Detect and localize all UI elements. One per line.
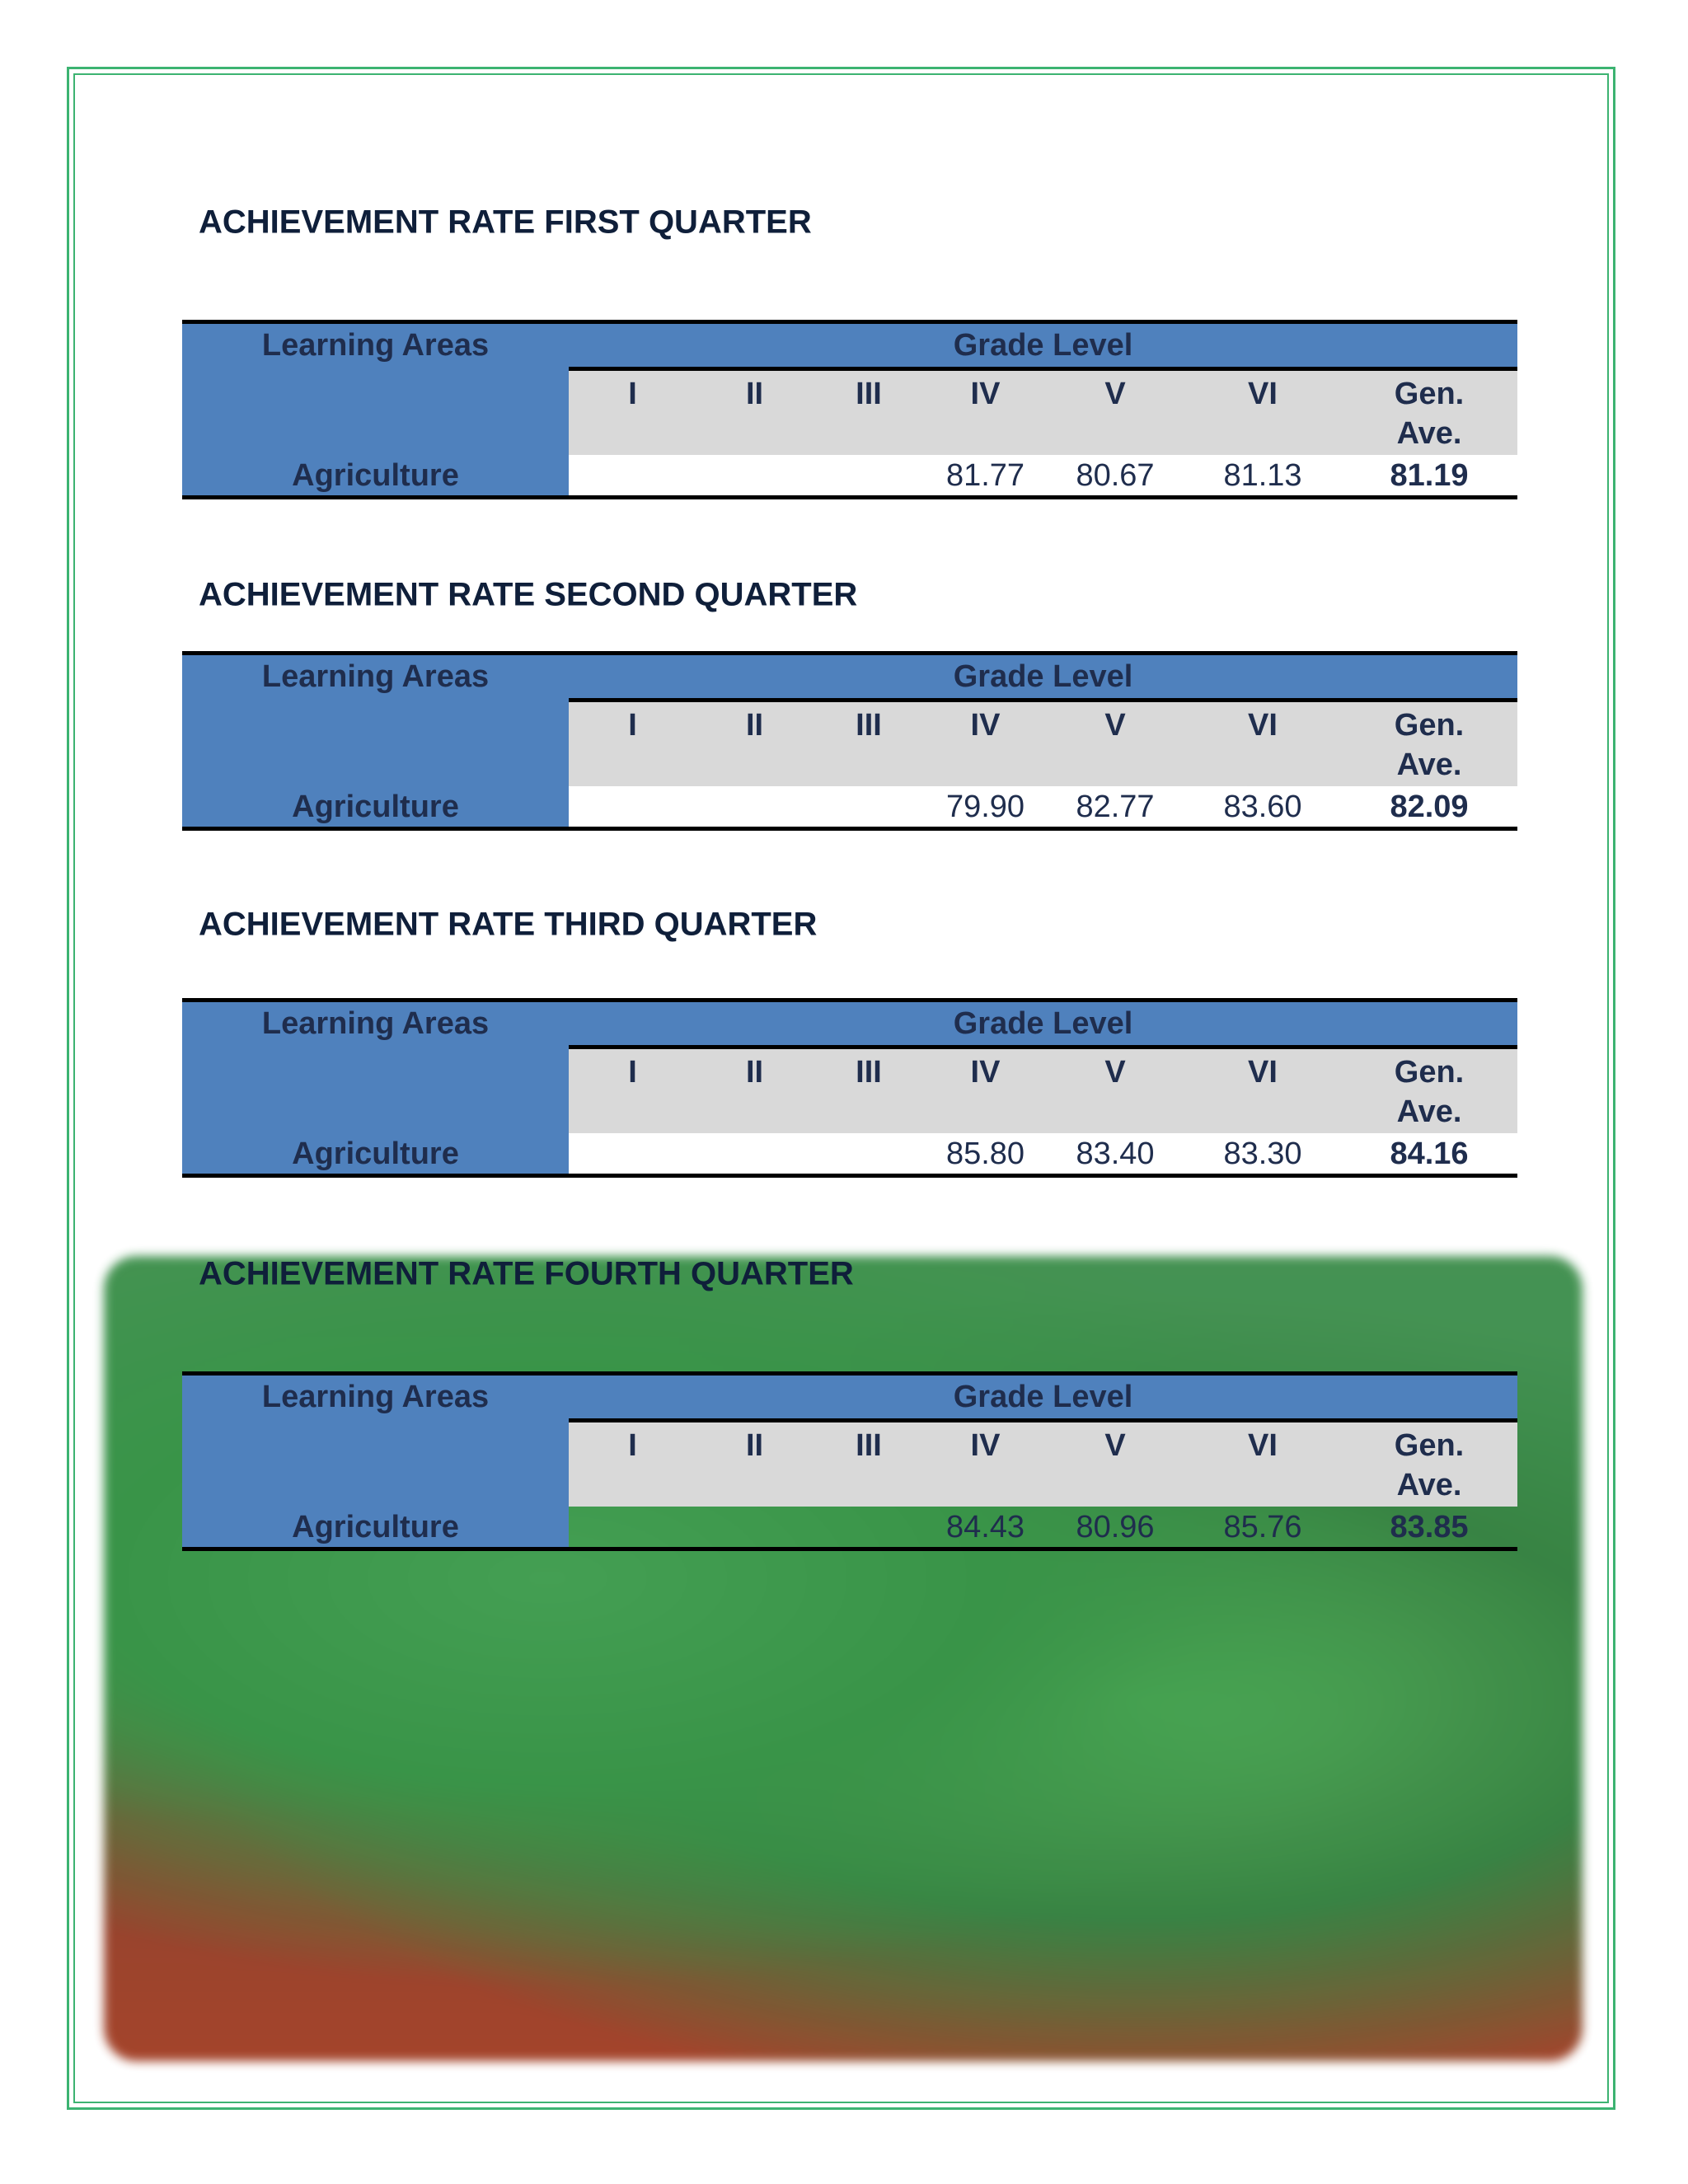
section-title: ACHIEVEMENT RATE SECOND QUARTER — [199, 576, 858, 613]
grade-header: I — [569, 1047, 696, 1133]
area-label: Agriculture — [182, 1507, 569, 1549]
grade-value: 79.90 — [925, 786, 1046, 828]
grade-header: VI — [1184, 369, 1341, 455]
grade-level-header: Grade Level — [569, 1374, 1517, 1421]
grade-value: 82.77 — [1046, 786, 1184, 828]
empty-cell — [813, 455, 925, 497]
grade-header: Gen. Ave. — [1341, 701, 1517, 786]
empty-cell — [696, 1133, 813, 1175]
grade-value: 80.67 — [1046, 455, 1184, 497]
grade-value: 80.96 — [1076, 1510, 1155, 1544]
grade-header: VI — [1184, 701, 1341, 786]
grade-header: V — [1046, 701, 1184, 786]
table-rule — [569, 1045, 1517, 1049]
blue-fill — [182, 1421, 569, 1507]
grade-value: 84.16 — [1341, 1133, 1517, 1175]
grade-value: 85.80 — [925, 1133, 1046, 1175]
learning-areas-header: Learning Areas — [182, 654, 569, 701]
grade-header: III — [813, 369, 925, 455]
grade-value: 83.30 — [1184, 1133, 1341, 1175]
empty-cell — [813, 1507, 925, 1549]
table-rule — [182, 827, 1517, 831]
table-rule — [182, 1174, 1517, 1178]
grade-header: II — [696, 701, 813, 786]
grade-level-header: Grade Level — [569, 654, 1517, 701]
page-border — [67, 67, 1615, 2110]
grade-value: 81.77 — [925, 455, 1046, 497]
grade-header: IV — [925, 1421, 1046, 1507]
grade-value: 85.76 — [1223, 1510, 1302, 1544]
grade-header: IV — [925, 369, 1046, 455]
empty-cell — [569, 455, 696, 497]
table-rule — [569, 698, 1517, 702]
grade-header: VI — [1184, 1047, 1341, 1133]
blue-fill — [182, 701, 569, 786]
blue-fill — [182, 369, 569, 455]
grade-value: 82.09 — [1341, 786, 1517, 828]
grade-value: 81.19 — [1341, 455, 1517, 497]
section-title: ACHIEVEMENT RATE THIRD QUARTER — [199, 906, 818, 943]
learning-areas-header: Learning Areas — [182, 322, 569, 369]
grade-header: III — [813, 701, 925, 786]
table-rule — [182, 495, 1517, 499]
grade-header: V — [1046, 1047, 1184, 1133]
table-rule — [182, 998, 1517, 1002]
empty-cell — [696, 786, 813, 828]
empty-cell — [696, 455, 813, 497]
section-title: ACHIEVEMENT RATE FOURTH QUARTER — [199, 1255, 854, 1292]
grade-header: V — [1046, 1421, 1184, 1507]
grade-header: IV — [925, 701, 1046, 786]
table-rule — [569, 1418, 1517, 1422]
grade-header: I — [569, 701, 696, 786]
grade-header: Gen. Ave. — [1341, 369, 1517, 455]
grade-value: 83.40 — [1046, 1133, 1184, 1175]
grade-header: I — [569, 1421, 696, 1507]
empty-cell — [813, 786, 925, 828]
area-label: Agriculture — [182, 1133, 569, 1175]
grade-header: I — [569, 369, 696, 455]
grade-header: III — [813, 1421, 925, 1507]
blue-fill — [182, 1047, 569, 1133]
grade-header: II — [696, 369, 813, 455]
grade-value: 84.43 — [945, 1510, 1025, 1544]
grade-header: VI — [1184, 1421, 1341, 1507]
empty-cell — [696, 1507, 813, 1549]
grade-header: Gen. Ave. — [1341, 1421, 1517, 1507]
grade-header: Gen. Ave. — [1341, 1047, 1517, 1133]
grade-value: 83.85 — [1390, 1510, 1469, 1544]
table-rule — [182, 651, 1517, 655]
empty-cell — [569, 1507, 696, 1549]
empty-cell — [569, 786, 696, 828]
table-rule — [569, 367, 1517, 371]
section-title: ACHIEVEMENT RATE FIRST QUARTER — [199, 204, 812, 241]
table-rule — [182, 1547, 1517, 1551]
grade-header: V — [1046, 369, 1184, 455]
table-rule — [182, 1371, 1517, 1376]
learning-areas-header: Learning Areas — [182, 1001, 569, 1047]
grade-header: II — [696, 1421, 813, 1507]
grade-level-header: Grade Level — [569, 322, 1517, 369]
grade-value: 81.13 — [1184, 455, 1341, 497]
area-label: Agriculture — [182, 455, 569, 497]
grade-header: IV — [925, 1047, 1046, 1133]
grade-header: III — [813, 1047, 925, 1133]
grade-value: 83.60 — [1184, 786, 1341, 828]
grade-level-header: Grade Level — [569, 1001, 1517, 1047]
empty-cell — [569, 1133, 696, 1175]
learning-areas-header: Learning Areas — [182, 1374, 569, 1421]
grade-header: II — [696, 1047, 813, 1133]
empty-cell — [813, 1133, 925, 1175]
area-label: Agriculture — [182, 786, 569, 828]
table-rule — [182, 320, 1517, 324]
